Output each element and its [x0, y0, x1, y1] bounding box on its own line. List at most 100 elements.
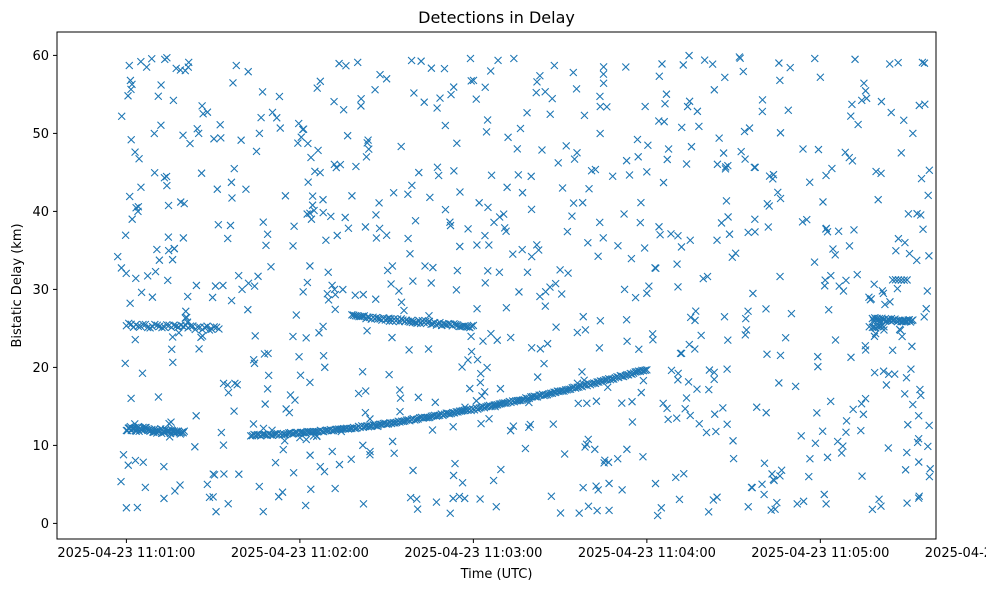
clutter-point-927	[476, 378, 485, 387]
clutter-point-1203	[406, 493, 415, 502]
clutter-point-1035	[387, 280, 395, 288]
track-b-point-97	[210, 323, 219, 331]
x-tick-label: 2025-04-23 11:03:00	[404, 546, 542, 561]
clutter-point-1145	[228, 194, 236, 202]
detection-point-555	[729, 454, 738, 463]
clutter-point-821	[677, 123, 686, 132]
clutter-point-788	[208, 293, 217, 302]
track-c-point-338	[641, 366, 650, 375]
clutter-point-845	[861, 86, 870, 95]
clutter-point-670	[713, 236, 721, 245]
clutter-point-928	[673, 375, 682, 384]
detection-point-538	[599, 70, 608, 79]
clutter-point-956	[124, 91, 132, 100]
clutter-point-642	[275, 92, 284, 101]
clutter-point-728	[357, 102, 365, 110]
clutter-point-988	[500, 224, 509, 232]
track-c-point-191	[397, 417, 406, 426]
clutter-point-1139	[523, 268, 532, 277]
detection-point-589	[920, 59, 929, 68]
clutter-point-1171	[425, 311, 433, 320]
clutter-point-1110	[924, 191, 933, 200]
clutter-point-596	[627, 254, 636, 263]
clutter-point-1100	[297, 133, 306, 142]
clutter-point-1213	[174, 328, 183, 337]
clutter-point-623	[523, 108, 531, 117]
clutter-point-1234	[582, 399, 591, 408]
detection-point-543	[642, 289, 651, 298]
clutter-point-678	[622, 445, 631, 454]
clutter-point-1258	[884, 444, 893, 452]
x-tick-label: 2025-04-23 11:04:00	[578, 546, 716, 561]
detection-point-512	[428, 263, 437, 272]
clutter-point-791	[513, 144, 522, 153]
clutter-point-1115	[388, 333, 396, 342]
clutter-point-802	[371, 295, 380, 304]
detection-point-470	[160, 494, 168, 503]
clutter-point-861	[483, 267, 492, 275]
clutter-point-1237	[492, 502, 501, 511]
clutter-point-1037	[473, 304, 481, 313]
clutter-point-872	[674, 283, 682, 291]
detection-point-492	[281, 191, 290, 200]
detection-point-469	[157, 81, 165, 89]
y-tick-label: 50	[32, 127, 49, 142]
data-points	[113, 51, 935, 520]
clutter-point-989	[849, 405, 858, 414]
clutter-point-1178	[424, 345, 433, 353]
clutter-point-1007	[357, 94, 366, 103]
clutter-point-1202	[622, 315, 631, 324]
detection-point-565	[793, 500, 802, 508]
clutter-point-1091	[237, 136, 246, 145]
clutter-point-700	[720, 73, 729, 82]
clutter-point-1201	[128, 80, 136, 89]
clutter-point-942	[314, 146, 322, 155]
clutter-point-607	[494, 56, 502, 65]
clutter-point-1263	[414, 393, 423, 402]
clutter-point-750	[480, 387, 489, 396]
clutter-point-701	[260, 350, 269, 358]
clutter-point-798	[663, 404, 671, 413]
clutter-point-943	[170, 487, 179, 495]
detection-point-523	[489, 476, 498, 485]
clutter-point-630	[742, 326, 751, 334]
clutter-point-926	[554, 158, 563, 167]
detection-point-520	[475, 198, 484, 207]
clutter-point-1089	[549, 420, 558, 428]
clutter-point-1039	[364, 145, 373, 153]
clutter-point-1173	[596, 102, 605, 111]
detection-point-515	[446, 509, 455, 518]
clutter-point-1073	[192, 281, 201, 290]
clutter-point-1020	[846, 112, 855, 120]
track-c-point-206	[422, 413, 431, 422]
clutter-point-980	[818, 427, 827, 436]
clutter-point-1048	[861, 394, 870, 403]
detection-point-540	[622, 156, 631, 165]
clutter-point-1072	[481, 83, 490, 92]
clutter-point-1222	[172, 64, 181, 73]
clutter-point-981	[230, 164, 239, 173]
clutter-point-1187	[159, 462, 168, 471]
detection-point-462	[125, 61, 134, 70]
clutter-point-998	[686, 411, 695, 420]
clutter-point-638	[157, 121, 165, 130]
clutter-point-960	[751, 163, 760, 172]
clutter-point-1008	[854, 120, 863, 129]
clutter-point-911	[319, 351, 328, 360]
chart-title: Detections in Delay	[418, 8, 575, 27]
clutter-point-1137	[223, 234, 232, 243]
clutter-point-781	[143, 271, 152, 280]
clutter-point-1027	[560, 450, 569, 458]
clutter-point-855	[776, 471, 784, 480]
clutter-point-1014	[375, 199, 383, 207]
clutter-point-873	[308, 201, 317, 210]
clutter-point-903	[179, 234, 188, 242]
clutter-point-1051	[249, 420, 258, 428]
clutter-point-963	[760, 459, 769, 468]
clutter-point-1207	[644, 282, 653, 290]
detection-point-500	[322, 236, 330, 245]
clutter-point-1058	[919, 225, 927, 234]
clutter-point-1101	[731, 249, 740, 258]
clutter-point-869	[127, 135, 136, 144]
clutter-point-924	[481, 279, 490, 287]
